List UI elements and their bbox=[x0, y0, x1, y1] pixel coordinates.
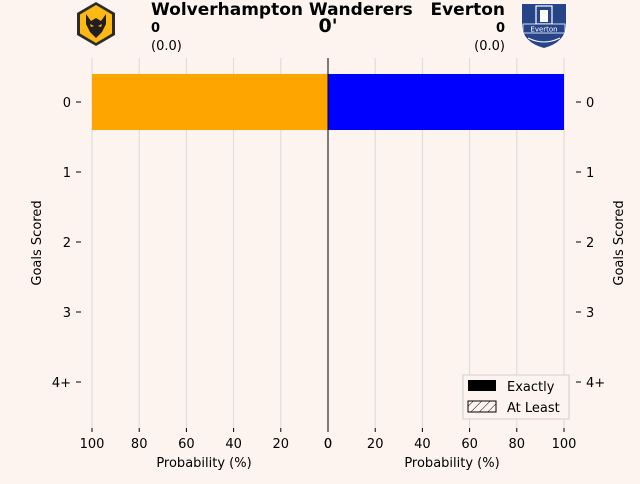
y-tick-label-right: 3 bbox=[586, 306, 594, 321]
bar-away-exactly bbox=[328, 74, 564, 130]
legend-label-exactly: Exactly bbox=[507, 380, 555, 395]
x-tick-label-right: 100 bbox=[552, 437, 577, 452]
bar-home-exactly bbox=[92, 74, 328, 130]
x-tick-label-right: 60 bbox=[461, 437, 478, 452]
y-tick-label-left: 1 bbox=[63, 166, 71, 181]
x-tick-label-right: 80 bbox=[509, 437, 526, 452]
home-xg: (0.0) bbox=[151, 39, 182, 54]
y-tick-label-right: 1 bbox=[586, 166, 594, 181]
y-tick-label-left: 3 bbox=[63, 306, 71, 321]
y-tick-label-right: 4+ bbox=[586, 376, 605, 391]
away-team-name: Everton bbox=[430, 0, 505, 20]
legend-label-at-least: At Least bbox=[507, 401, 560, 416]
toffee-tower-crest-icon: Everton bbox=[522, 4, 566, 48]
y-tick-label-left: 4+ bbox=[52, 376, 71, 391]
legend: Exactly At Least bbox=[462, 374, 570, 420]
legend-swatch-at-least bbox=[467, 400, 497, 413]
x-tick-label-left: 0 bbox=[324, 437, 332, 452]
away-xg: (0.0) bbox=[474, 39, 505, 54]
x-tick-label-right: 40 bbox=[414, 437, 431, 452]
y-tick-label-left: 0 bbox=[63, 96, 71, 111]
x-tick-label-right: 20 bbox=[367, 437, 384, 452]
bars bbox=[92, 74, 564, 130]
away-score: 0 bbox=[496, 21, 505, 36]
match-minute: 0' bbox=[318, 15, 337, 37]
x-tick-label-left: 20 bbox=[273, 437, 290, 452]
away-crest-text: Everton bbox=[530, 26, 557, 34]
x-axis-label-left: Probability (%) bbox=[156, 456, 251, 471]
x-tick-label-right: 0 bbox=[324, 437, 332, 452]
y-tick-label-right: 0 bbox=[586, 96, 594, 111]
x-tick-label-left: 80 bbox=[131, 437, 148, 452]
x-axis-label-right: Probability (%) bbox=[404, 456, 499, 471]
home-score: 0 bbox=[151, 21, 160, 36]
wolf-crest-icon bbox=[77, 2, 115, 46]
y-tick-label-left: 2 bbox=[63, 236, 71, 251]
x-tick-label-left: 40 bbox=[225, 437, 242, 452]
home-team-name: Wolverhampton Wanderers bbox=[151, 0, 413, 20]
y-axis-label-right: Goals Scored bbox=[612, 200, 627, 285]
x-tick-label-left: 60 bbox=[178, 437, 195, 452]
y-tick-label-right: 2 bbox=[586, 236, 594, 251]
y-axis-label-left: Goals Scored bbox=[30, 200, 45, 285]
x-tick-label-left: 100 bbox=[80, 437, 105, 452]
legend-swatch-exactly bbox=[468, 380, 496, 391]
